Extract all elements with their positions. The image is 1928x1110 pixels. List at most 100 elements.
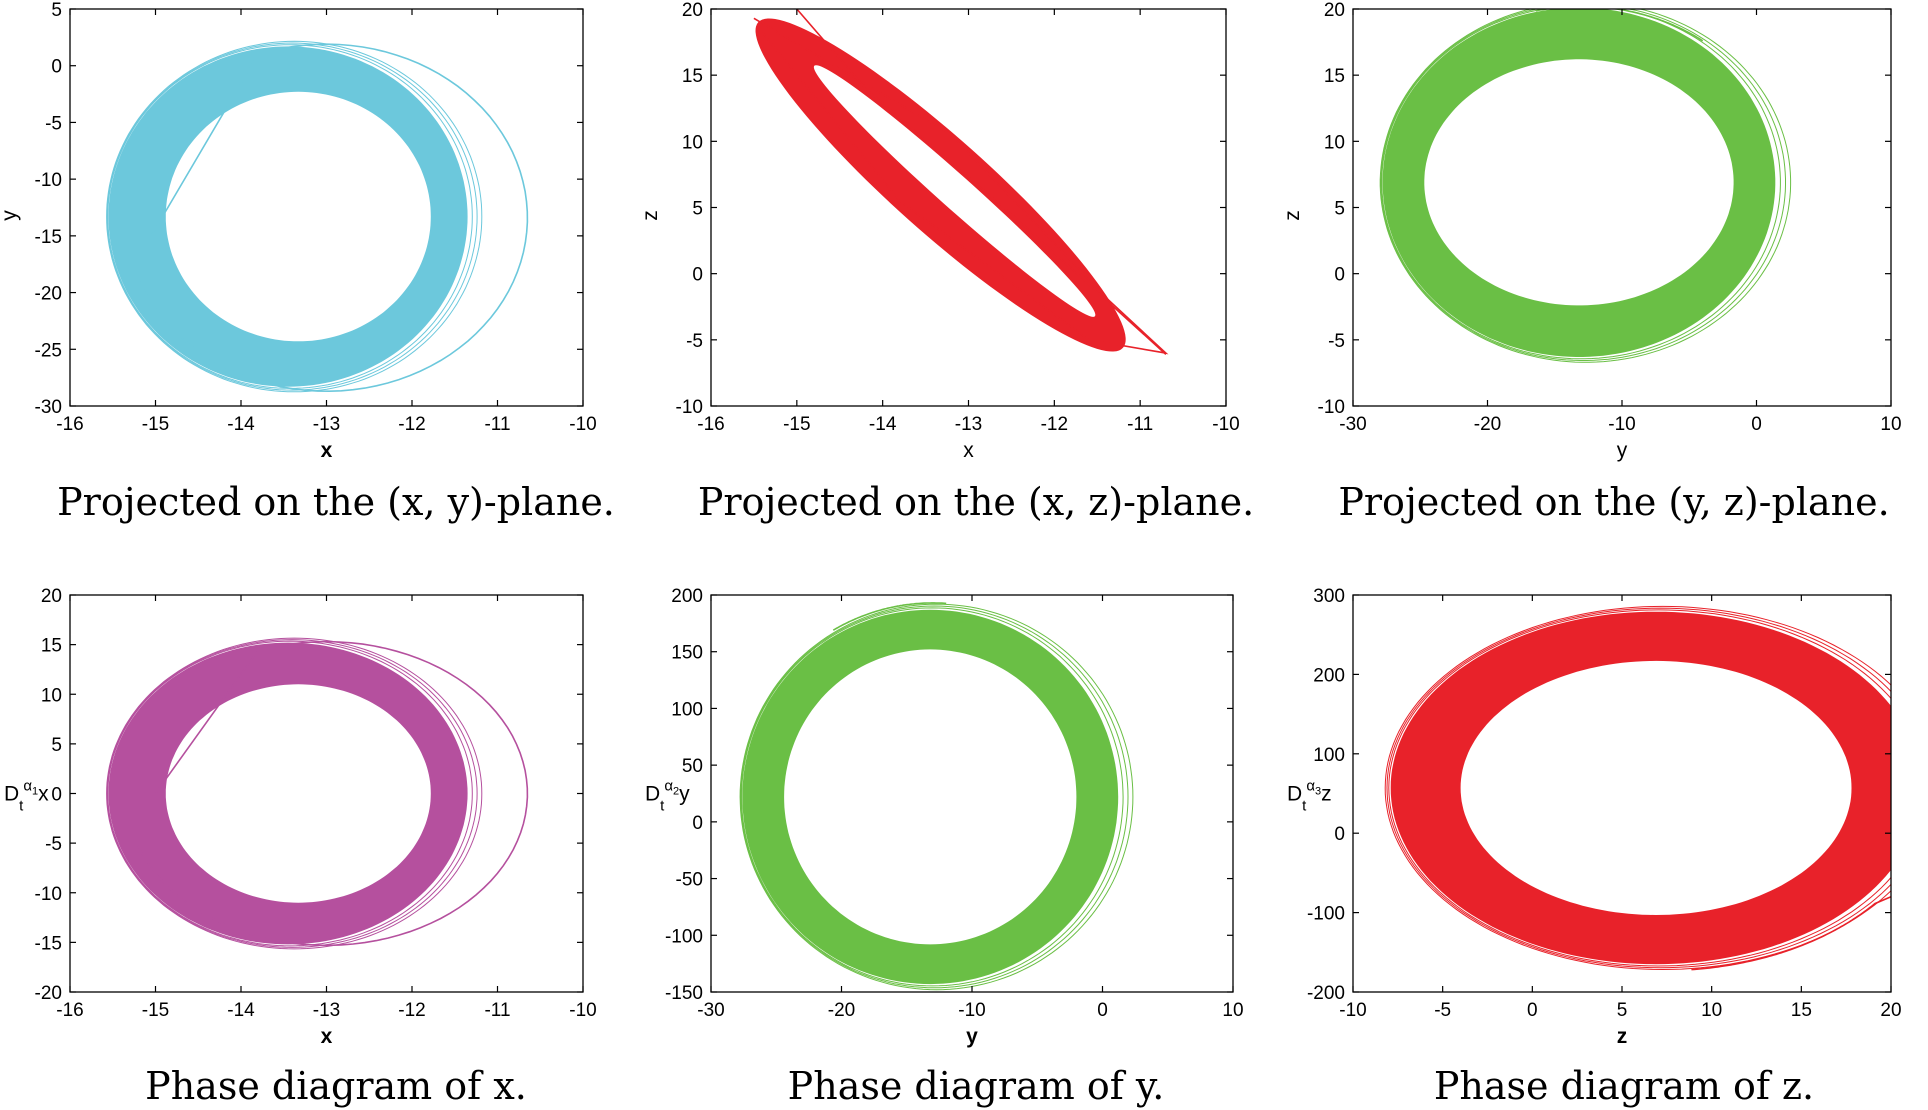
x-tick-label: -15	[783, 414, 810, 435]
attractor-strand	[741, 607, 1124, 987]
y-tick-label: 0	[51, 57, 62, 78]
y-tick-label: -100	[1307, 904, 1345, 925]
y-tick-label: 10	[1324, 132, 1345, 153]
y-label-sup-sub: 2	[673, 786, 679, 798]
y-label-sub: t	[660, 798, 665, 815]
plot-area	[1379, 9, 1792, 363]
x-tick-label: -11	[484, 414, 510, 435]
x-tick-label: -13	[955, 414, 982, 435]
x-tick-label: -14	[869, 414, 897, 435]
x-axis-label: y	[966, 1025, 978, 1048]
y-tick-label: -100	[665, 926, 703, 947]
attractor-strand	[106, 42, 478, 391]
y-tick-label: 15	[41, 636, 62, 657]
attractor-band	[108, 642, 468, 945]
attractor-strand	[1386, 607, 1891, 969]
y-label-tail: x	[38, 783, 49, 806]
y-tick-label: -20	[35, 983, 62, 1004]
y-tick-label: 15	[682, 66, 703, 87]
y-tick-label: 5	[692, 199, 703, 220]
x-axis-label: x	[321, 1025, 333, 1048]
y-tick-label: 100	[1313, 745, 1345, 766]
y-tick-label: -150	[665, 983, 703, 1004]
y-tick-label: 5	[1334, 199, 1345, 220]
attractor-strand	[1381, 9, 1781, 360]
x-tick-label: -15	[142, 414, 169, 435]
x-tick-label: -10	[958, 1000, 985, 1021]
attractor-band	[742, 609, 1119, 985]
x-axis-label: x	[963, 439, 974, 462]
x-tick-label: 0	[1097, 1000, 1108, 1021]
x-tick-label: -16	[697, 414, 724, 435]
y-label-tail: y	[679, 783, 690, 806]
plot-area	[106, 637, 529, 950]
attractor-strand	[740, 605, 1129, 989]
y-label-sup-sub: 3	[1315, 786, 1321, 798]
y-axis-label: y	[0, 210, 21, 221]
attractor-strand	[1379, 9, 1792, 363]
y-tick-label: 200	[1313, 665, 1345, 686]
y-tick-label: 20	[1324, 0, 1345, 21]
x-tick-label: -10	[569, 1000, 596, 1021]
caption-xz: Projected on the (x, z)-plane.	[698, 480, 1254, 524]
x-tick-label: -11	[1127, 414, 1153, 435]
y-tick-label: 100	[671, 699, 703, 720]
y-tick-label: 150	[671, 643, 703, 664]
transient-orbit	[832, 602, 947, 631]
plot-area	[753, 9, 1169, 355]
attractor-band	[108, 46, 468, 387]
panel-phase-x: -16 -15 -14 -13 -12 -11 -10 -20 -15 -10 -5 0 5 10 15 20…	[4, 586, 597, 1048]
y-tick-label: 50	[682, 756, 703, 777]
attractor-strand	[107, 640, 473, 947]
x-tick-label: 15	[1791, 1000, 1812, 1021]
x-tick-label: -12	[1041, 414, 1068, 435]
y-tick-label: -50	[676, 870, 703, 891]
y-axis-label: z	[1281, 210, 1304, 221]
y-label-base: D	[645, 783, 660, 806]
y-tick-label: 0	[1334, 824, 1345, 845]
y-tick-label: 10	[682, 132, 703, 153]
panel-xy-projection: -16 -15 -14 -13 -12 -11 -10 -30 -25 -20 -15 -10 -5 0 5…	[0, 0, 597, 462]
y-tick-label: -5	[1328, 331, 1345, 352]
attractor-band	[1390, 611, 1891, 965]
y-label-sup: α	[664, 778, 673, 795]
x-tick-label: -16	[56, 414, 83, 435]
x-tick-label: -10	[569, 414, 596, 435]
panel-phase-y: -30 -20 -10 0 10-150-100-50050100150200yDtα2…	[645, 586, 1244, 1048]
attractor-strand	[107, 44, 473, 389]
x-tick-label: -30	[697, 1000, 724, 1021]
y-axis-label: Dtα2y	[645, 778, 690, 815]
y-tick-label: 0	[692, 265, 703, 286]
y-tick-label: -10	[35, 170, 62, 191]
caption-px: Phase diagram of x.	[145, 1064, 527, 1108]
x-tick-label: 5	[1617, 1000, 1628, 1021]
x-tick-label: -20	[828, 1000, 855, 1021]
y-tick-label: 5	[51, 0, 62, 21]
x-tick-label: 10	[1880, 414, 1901, 435]
x-tick-label: 10	[1701, 1000, 1722, 1021]
y-tick-label: -200	[1307, 983, 1345, 1004]
y-tick-label: 20	[682, 0, 703, 21]
y-tick-label: -10	[35, 884, 62, 905]
x-tick-label: -20	[1474, 414, 1501, 435]
outer-loop	[753, 17, 1169, 355]
y-tick-label: -30	[35, 397, 62, 418]
x-tick-label: -10	[1339, 1000, 1366, 1021]
x-tick-label: 20	[1880, 1000, 1901, 1021]
y-tick-label: -5	[45, 113, 62, 134]
y-tick-label: -20	[35, 284, 62, 305]
y-tick-label: 0	[1334, 265, 1345, 286]
panel-yz-projection: -30 -20 -10 0 10 -10 -5 0 5 10 15 20 y z	[1281, 0, 1902, 462]
y-tick-label: 300	[1313, 586, 1345, 607]
x-tick-label: -12	[398, 1000, 425, 1021]
x-tick-label: -16	[56, 1000, 83, 1021]
y-tick-label: 10	[41, 685, 62, 706]
panel-xz-projection: -16 -15 -14 -13 -12 -11 -10 -10 -5 0 5 10 15 20 x z	[639, 0, 1240, 462]
transient-orbit	[136, 43, 529, 393]
y-tick-label: -10	[676, 397, 703, 418]
transient-orbit	[1535, 9, 1704, 42]
y-axis-label: z	[639, 210, 662, 221]
x-tick-label: -10	[1212, 414, 1239, 435]
x-tick-label: -11	[484, 1000, 510, 1021]
